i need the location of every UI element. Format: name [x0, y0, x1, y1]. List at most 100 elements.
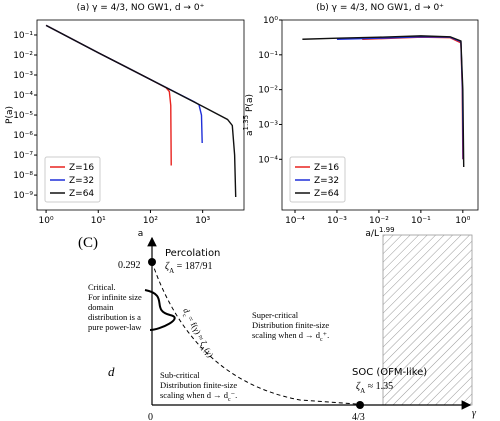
y-axis-label: d — [108, 364, 115, 379]
text: d — [181, 306, 192, 315]
text: Sub-critical — [160, 370, 200, 380]
chart-title: (a) γ = 4/3, NO GW1, d → 0⁺ — [77, 3, 205, 13]
soc-exponent: ζA ≈ 1.35 — [356, 381, 393, 395]
data-line — [302, 35, 465, 168]
diagram: (C) 0.292 d 0 4/3 γ Percolation ζA = 187… — [78, 234, 477, 421]
text: = 187/91 — [174, 261, 212, 272]
label-part: a/L — [365, 229, 379, 239]
legend-label: Z=16 — [314, 163, 339, 173]
y-axis-label: P(a) — [5, 106, 15, 124]
y-tick-label: 10⁻⁴ — [13, 91, 33, 101]
y-tick-label: 10⁻⁵ — [13, 111, 33, 121]
text: scaling when d → d — [252, 330, 321, 340]
chart: (a) γ = 4/3, NO GW1, d → 0⁺ 10⁰ 10¹ 10² 10³ 1… — [5, 3, 245, 239]
label-part: a — [138, 229, 144, 239]
text: scaling when d → dc⁻. — [160, 390, 237, 403]
plot-frame — [281, 19, 479, 211]
text: c — [228, 397, 231, 403]
data-line — [45, 24, 237, 198]
y-tick-label: 10⁻¹ — [258, 51, 278, 61]
text: c — [320, 337, 323, 343]
plot-area — [302, 35, 465, 168]
text: A — [169, 267, 174, 275]
text: Distribution finite-size — [160, 380, 237, 390]
legend-label: Z=64 — [69, 189, 94, 199]
legend-label: Z=64 — [314, 189, 339, 199]
legend-label: Z=16 — [69, 163, 94, 173]
y-tick-label: 10⁰ — [263, 16, 278, 26]
critical-note: Critical. For infinite size domain distr… — [88, 282, 142, 332]
x-tick-label: 10⁻³ — [327, 216, 347, 226]
chart-title: (b) γ = 4/3, NO GW1, d → 0⁺ — [316, 3, 444, 13]
percolation-exponent: ζA = 187/91 — [165, 261, 213, 275]
label-part: 1.35 — [242, 115, 250, 131]
y-tick-label: 10⁻⁶ — [13, 131, 33, 141]
x-tick-label: 10² — [143, 216, 158, 226]
text: Critical. — [88, 282, 116, 292]
text: scaling when d → dc⁺. — [252, 330, 329, 343]
curve-label: dc = f(γ) ≈ ζA(γ) — [179, 306, 216, 360]
y-axis-label: a1.35 P(a) — [242, 94, 255, 136]
legend-frame — [44, 156, 101, 203]
data-line — [362, 36, 464, 160]
label-part: 1.99 — [379, 226, 395, 234]
x-tick-label: 10³ — [195, 216, 210, 226]
sub-critical-note: Sub-critical Distribution finite-size sc… — [160, 370, 237, 403]
label-part: P(a) — [245, 94, 255, 115]
legend-label: Z=32 — [69, 176, 94, 186]
label-part: P(a) — [5, 106, 15, 124]
x-axis-label: γ — [472, 408, 477, 419]
y-tick-label: 10⁻⁷ — [13, 151, 33, 161]
text: ⁺. — [323, 330, 330, 340]
y-tick-label: 10⁻² — [13, 51, 33, 61]
x-axis-label: a/L1.99 — [365, 226, 394, 239]
x-tick-label: 10⁰ — [39, 216, 54, 226]
text: Super-critical — [252, 310, 299, 320]
x-tick-label: 10⁻¹ — [411, 216, 431, 226]
y-tick-label: 10⁻⁴ — [258, 155, 278, 165]
text: ⁻. — [231, 390, 238, 400]
y-tick-label: 10⁻³ — [258, 120, 278, 130]
text: ≈ 1.35 — [365, 381, 393, 392]
data-line — [45, 24, 172, 166]
hatched-region — [382, 234, 473, 406]
text: A — [198, 345, 206, 352]
label-part: a — [245, 130, 255, 136]
origin: 0 — [148, 412, 153, 421]
text: scaling when d → d — [160, 390, 229, 400]
x-tick-label: 10⁻² — [369, 216, 389, 226]
y-tick-label: 10⁻⁸ — [13, 171, 33, 181]
text: (γ) — [202, 346, 215, 359]
text: domain — [88, 302, 114, 312]
text: A — [360, 387, 365, 395]
percolation: Percolation — [165, 248, 220, 259]
x-tick-label: 10⁰ — [455, 216, 470, 226]
y-tick-label: 10⁻² — [258, 86, 278, 96]
text: pure power-law — [88, 322, 142, 332]
x-tick-label: 10⁻⁴ — [285, 216, 305, 226]
text: ζ — [356, 381, 361, 392]
super-critical-note: Super-critical Distribution finite-size … — [252, 310, 329, 343]
legend-label: Z=32 — [314, 176, 339, 186]
y-tick-label: 10⁻⁹ — [13, 191, 33, 201]
y-tick-label: 10⁻³ — [13, 71, 33, 81]
text: distribution is a — [88, 312, 141, 322]
text: For infinite size — [88, 292, 142, 302]
data-line — [336, 36, 464, 160]
plot-area — [45, 24, 237, 198]
x-tick-label: 10¹ — [91, 216, 106, 226]
y-mark: 0.292 — [118, 260, 141, 271]
charts: (a) γ = 4/3, NO GW1, d → 0⁺ 10⁰ 10¹ 10² 10³ 1… — [5, 3, 479, 239]
data-line — [45, 24, 203, 144]
soc-point — [356, 401, 364, 409]
x-mark: 4/3 — [352, 412, 365, 421]
critical-curve — [151, 261, 357, 405]
legend-frame — [289, 156, 346, 203]
y-tick-label: 10⁻¹ — [13, 31, 33, 41]
text: ζ — [165, 261, 170, 272]
text: Distribution finite-size — [252, 320, 329, 330]
x-axis-label: a — [138, 229, 144, 239]
squiggle — [144, 289, 176, 331]
percolation-point — [148, 258, 156, 266]
